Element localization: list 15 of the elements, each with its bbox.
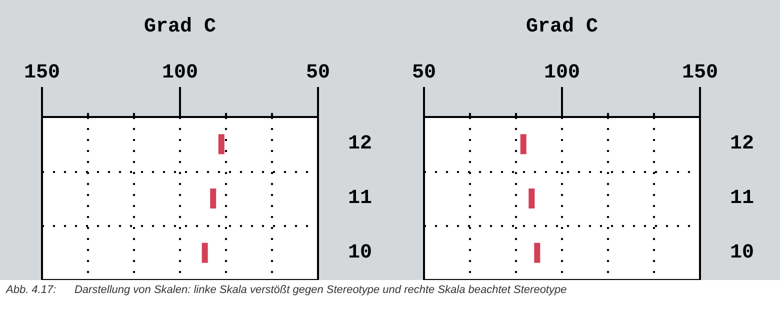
y-tick-label: 12 (348, 132, 372, 156)
caption: Abb. 4.17: Darstellung von Skalen: linke Skala verstößt gegen Stereotype und rechte Skala beachtet Stereotype (6, 284, 567, 296)
x-tick-label: 50 (412, 62, 436, 84)
y-tick-label: 10 (730, 241, 754, 264)
y-tick-label: 11 (730, 187, 754, 210)
y-tick-label: 10 (348, 241, 372, 264)
x-tick-label: 100 (544, 62, 580, 84)
x-tick-label: 150 (682, 62, 718, 84)
x-tick-label: 100 (162, 62, 198, 84)
x-axis-title: Grad C (144, 16, 216, 38)
y-tick-label: 12 (730, 132, 754, 156)
x-axis-title: Grad C (526, 16, 598, 38)
x-tick-label: 50 (306, 62, 330, 84)
x-tick-label: 150 (24, 62, 60, 84)
y-tick-label: 11 (348, 187, 372, 210)
